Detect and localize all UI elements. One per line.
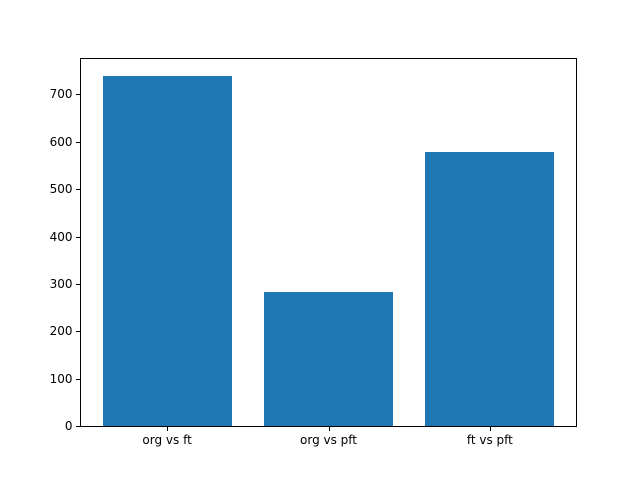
y-tick-mark-600 — [76, 141, 80, 143]
y-tick-label-100: 100 — [49, 371, 73, 386]
x-tick-label-ft-vs-pft: ft vs pft — [466, 433, 513, 447]
y-tick-mark-500 — [76, 189, 80, 191]
y-tick-mark-200 — [76, 331, 80, 333]
y-tick-label-400: 400 — [49, 229, 73, 244]
bar-ft-vs-pft — [425, 152, 555, 426]
y-tick-label-700: 700 — [49, 87, 73, 102]
y-tick-mark-700 — [76, 94, 80, 96]
y-tick-mark-300 — [76, 283, 80, 285]
x-tick-label-org-vs-pft: org vs pft — [300, 433, 357, 447]
x-tick-mark-1 — [167, 427, 169, 431]
plot-area — [80, 58, 577, 427]
y-tick-label-300: 300 — [49, 276, 73, 291]
y-tick-mark-0 — [76, 426, 80, 427]
x-tick-mark-3 — [489, 427, 491, 431]
y-tick-label-500: 500 — [49, 182, 73, 197]
x-tick-label-org-vs-ft: org vs ft — [142, 433, 192, 447]
y-tick-mark-400 — [76, 236, 80, 238]
y-tick-label-0: 0 — [64, 419, 73, 433]
bar-org-vs-pft — [263, 291, 394, 426]
y-tick-label-200: 200 — [49, 324, 73, 339]
x-tick-mark-2 — [328, 427, 330, 431]
bar-org-vs-ft — [102, 75, 232, 426]
y-tick-mark-100 — [76, 378, 80, 380]
y-tick-label-600: 600 — [49, 134, 73, 149]
